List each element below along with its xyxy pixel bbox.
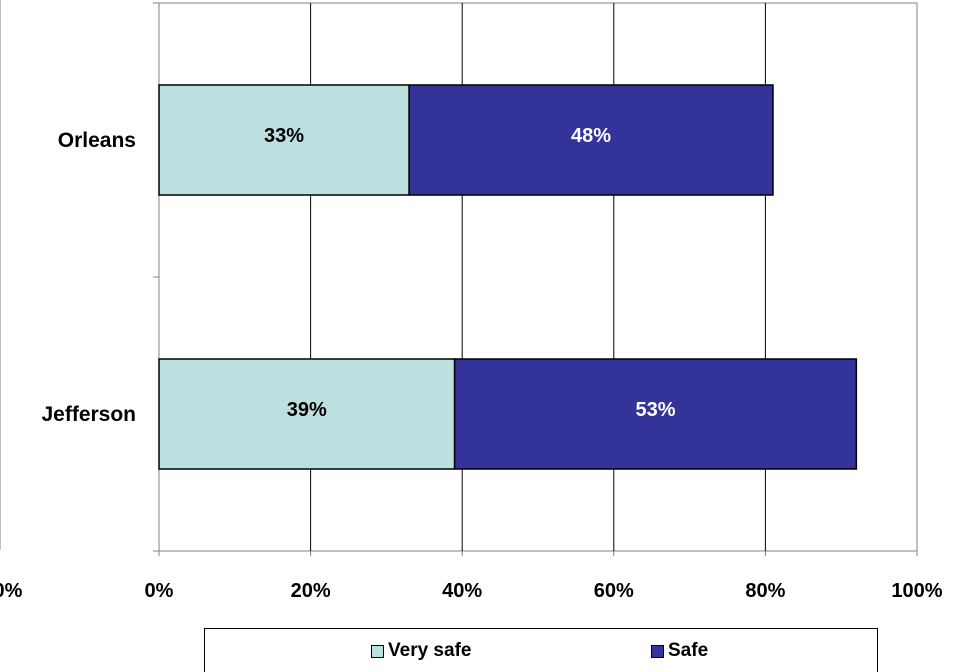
legend-label-safe: Safe xyxy=(668,640,709,661)
legend-swatch-safe xyxy=(651,644,664,658)
bar-jefferson-safe xyxy=(453,358,858,470)
bar-value-label: 39% xyxy=(287,399,327,421)
x-axis-ticks: 0% 20% 40% 60% 80% 100% 0% xyxy=(0,551,943,602)
y-axis-ticks xyxy=(153,2,159,552)
bar-jefferson-very-safe xyxy=(158,358,456,470)
category-label-jefferson: Jefferson xyxy=(41,403,136,426)
bar-labels: 33% 48% 39% 53% xyxy=(264,125,676,421)
x-tick-label: 80% xyxy=(745,580,785,602)
bar-value-label: 33% xyxy=(264,125,304,147)
legend-item-safe: Safe xyxy=(651,640,708,662)
category-labels: Orleans Jefferson xyxy=(41,129,136,426)
legend-label-very-safe: Very safe xyxy=(388,640,472,661)
legend-item-very-safe: Very safe xyxy=(371,640,471,662)
left-axis-tick-label: 0% xyxy=(0,580,23,602)
bar-orleans-very-safe xyxy=(158,84,410,196)
x-tick-label: 20% xyxy=(291,580,331,602)
bars xyxy=(158,84,858,470)
category-label-orleans: Orleans xyxy=(58,129,136,152)
bar-value-label: 48% xyxy=(571,125,611,147)
x-tick-label: 0% xyxy=(145,580,174,602)
x-tick-label: 60% xyxy=(594,580,634,602)
x-tick-label: 40% xyxy=(442,580,482,602)
bar-orleans-safe xyxy=(408,84,774,196)
legend-swatch-very-safe xyxy=(371,644,384,658)
x-tick-label: 100% xyxy=(891,580,942,602)
bar-value-label: 53% xyxy=(635,399,675,421)
legend: Very safe Safe xyxy=(204,628,878,672)
